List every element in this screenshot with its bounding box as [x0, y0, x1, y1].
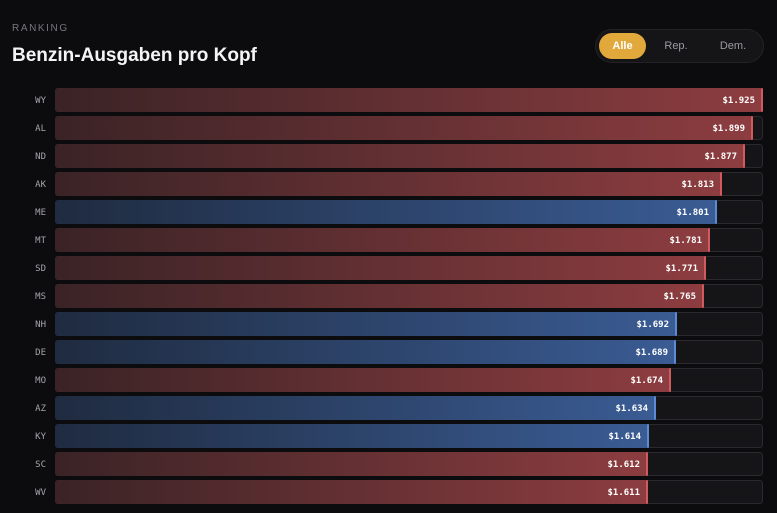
bar-edge [702, 284, 704, 308]
value-label-nd: $1.877 [704, 152, 737, 162]
bar-al [55, 116, 753, 140]
row-label-ms: MS [35, 292, 46, 302]
value-label-me: $1.801 [676, 208, 709, 218]
bar-az [55, 396, 656, 420]
row-label-nh: NH [35, 320, 46, 330]
bar-edge [743, 144, 745, 168]
value-label-wv: $1.611 [607, 488, 640, 498]
bar-sc [55, 452, 648, 476]
row-label-de: DE [35, 348, 46, 358]
value-label-sd: $1.771 [665, 264, 698, 274]
filter-dem-button[interactable]: Dem. [719, 40, 747, 52]
row-label-al: AL [35, 124, 46, 134]
row-label-mt: MT [35, 236, 46, 246]
value-label-az: $1.634 [615, 404, 648, 414]
value-label-ms: $1.765 [663, 292, 696, 302]
bar-ky [55, 424, 649, 448]
bar-edge [654, 396, 656, 420]
bar-edge [646, 480, 648, 504]
ranking-eyebrow: RANKING [12, 23, 69, 34]
bar-edge [675, 312, 677, 336]
page-title: Benzin-Ausgaben pro Kopf [12, 45, 257, 66]
bar-nd [55, 144, 745, 168]
bar-edge [715, 200, 717, 224]
row-label-nd: ND [35, 152, 46, 162]
value-label-de: $1.689 [635, 348, 668, 358]
row-label-az: AZ [35, 404, 46, 414]
bar-mt [55, 228, 710, 252]
value-label-sc: $1.612 [607, 460, 640, 470]
value-label-ak: $1.813 [681, 180, 714, 190]
bar-nh [55, 312, 677, 336]
row-label-wy: WY [35, 96, 46, 106]
bar-edge [674, 340, 676, 364]
party-filter: Alle Rep. Dem. [595, 29, 764, 63]
bar-de [55, 340, 676, 364]
row-label-sd: SD [35, 264, 46, 274]
bar-wy [55, 88, 763, 112]
bar-sd [55, 256, 706, 280]
bar-edge [647, 424, 649, 448]
row-label-sc: SC [35, 460, 46, 470]
bar-edge [708, 228, 710, 252]
filter-rep-button[interactable]: Rep. [664, 40, 688, 52]
bar-ms [55, 284, 704, 308]
row-label-me: ME [35, 208, 46, 218]
bar-edge [669, 368, 671, 392]
bar-ak [55, 172, 722, 196]
row-label-ak: AK [35, 180, 46, 190]
value-label-al: $1.899 [712, 124, 745, 134]
bar-mo [55, 368, 671, 392]
row-label-ky: KY [35, 432, 46, 442]
bar-edge [751, 116, 753, 140]
bar-edge [646, 452, 648, 476]
value-label-ky: $1.614 [608, 432, 641, 442]
row-label-wv: WV [35, 488, 46, 498]
bar-edge [720, 172, 722, 196]
bar-wv [55, 480, 648, 504]
value-label-mo: $1.674 [630, 376, 663, 386]
value-label-wy: $1.925 [722, 96, 755, 106]
bar-edge [704, 256, 706, 280]
filter-all-button[interactable]: Alle [599, 33, 646, 59]
value-label-mt: $1.781 [669, 236, 702, 246]
bar-edge [761, 88, 763, 112]
value-label-nh: $1.692 [636, 320, 669, 330]
bar-me [55, 200, 717, 224]
row-label-mo: MO [35, 376, 46, 386]
